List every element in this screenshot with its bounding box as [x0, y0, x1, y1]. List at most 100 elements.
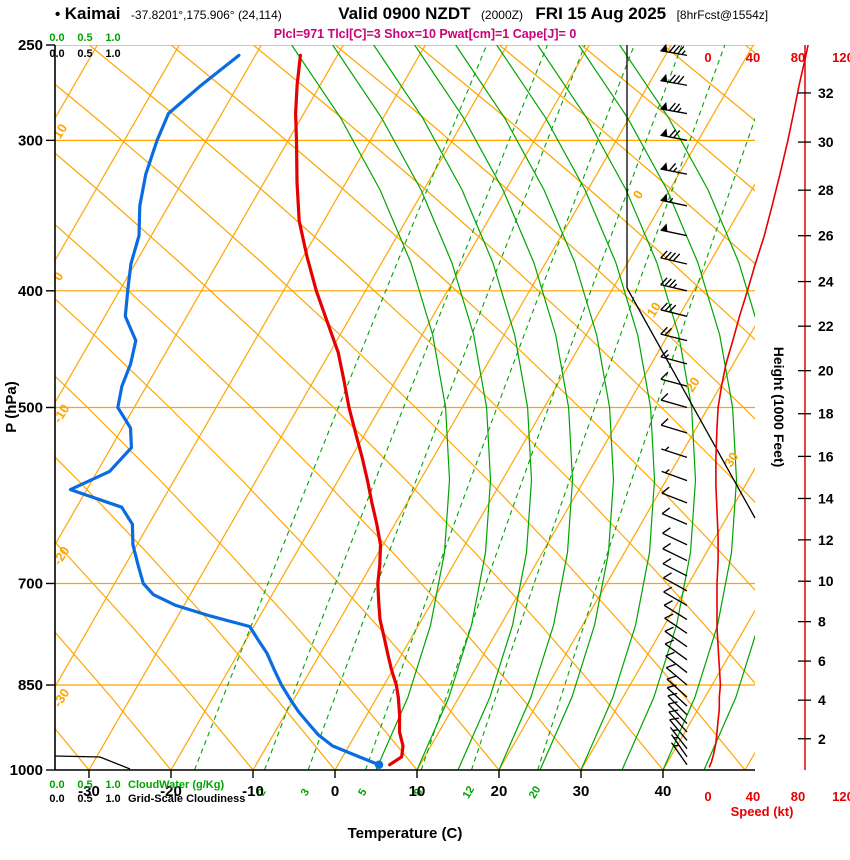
svg-text:20: 20: [682, 374, 702, 394]
svg-text:10: 10: [50, 121, 70, 141]
svg-text:12: 12: [818, 532, 834, 548]
moist-adiabat-lines: [291, 45, 755, 770]
isotherm-labels: 10 0 -10 -20 -30 0 10 20 30: [50, 121, 742, 710]
svg-text:5: 5: [356, 787, 369, 798]
svg-text:20: 20: [818, 363, 834, 379]
profiles: [68, 53, 405, 769]
temperature-tick-labels: -30 -20 -10 0 10 20 30 40: [78, 770, 671, 800]
dewpoint-curve: [68, 53, 381, 767]
svg-text:2: 2: [255, 787, 268, 798]
svg-text:0.5: 0.5: [77, 779, 92, 791]
svg-text:20: 20: [491, 783, 508, 800]
svg-text:400: 400: [18, 283, 43, 300]
pressure-tick-labels: 250 300 400 500 700 850 1000: [10, 37, 55, 779]
valid-date: FRI 15 Aug 2025: [535, 4, 667, 23]
svg-text:40: 40: [746, 789, 760, 804]
temperature-curve: [294, 53, 405, 767]
wind-speed-curve: [708, 44, 809, 768]
svg-text:300: 300: [18, 132, 43, 149]
mixing-ratio-labels: 2 3 5 8 12 20: [255, 784, 543, 801]
isotherm-lines: [55, 45, 755, 770]
svg-text:0: 0: [331, 783, 339, 800]
wind-barbs: [660, 43, 688, 766]
speed-tick-labels: 0 0 40 40 80 80 120 120: [704, 50, 850, 804]
svg-text:4: 4: [818, 692, 826, 708]
svg-text:2: 2: [818, 731, 826, 747]
station-bullet: •: [55, 6, 61, 23]
temperature-axis-title: Temperature (C): [348, 825, 463, 842]
speed-axis-title: Speed (kt): [731, 804, 794, 819]
svg-text:-10: -10: [50, 402, 73, 426]
valid-time-z: (2000Z): [480, 8, 523, 22]
mixing-ratio-lines: [193, 45, 755, 770]
svg-text:0.5: 0.5: [77, 48, 92, 60]
svg-text:28: 28: [818, 182, 834, 198]
cloud-scales: 0.0 0.0 0.0 0.0 0.5 0.5 0.5 0.5 1.0 1.0 1.0 1.0 Clou…: [49, 32, 245, 805]
svg-text:-30: -30: [78, 783, 100, 800]
svg-text:10: 10: [409, 783, 426, 800]
svg-text:-20: -20: [160, 783, 182, 800]
svg-text:0: 0: [630, 188, 647, 202]
svg-text:8: 8: [818, 614, 826, 630]
svg-text:30: 30: [573, 783, 590, 800]
forecast-tag: [8hrFcst@1554z]: [676, 8, 769, 22]
station-coords: -37.8201°,175.906° (24,114): [130, 8, 282, 22]
svg-text:0.0: 0.0: [49, 793, 64, 805]
svg-text:10: 10: [644, 299, 664, 319]
svg-text:30: 30: [721, 449, 741, 469]
cloudiness-label: Grid-Scale Cloudiness: [128, 793, 245, 805]
svg-text:120: 120: [832, 50, 850, 65]
surface-dewpoint-dot: [374, 760, 384, 769]
svg-text:1.0: 1.0: [105, 779, 120, 791]
svg-text:0.0: 0.0: [49, 32, 64, 44]
svg-text:500: 500: [18, 400, 43, 417]
svg-text:16: 16: [818, 448, 834, 464]
svg-text:0.5: 0.5: [77, 793, 92, 805]
svg-text:32: 32: [818, 85, 834, 101]
svg-text:40: 40: [746, 50, 760, 65]
svg-text:24: 24: [818, 274, 834, 290]
svg-text:-20: -20: [50, 544, 73, 568]
svg-text:22: 22: [818, 318, 834, 334]
svg-text:10: 10: [818, 573, 834, 589]
svg-text:850: 850: [18, 677, 43, 694]
height-axis-title: Height (1000 Feet): [771, 347, 787, 468]
svg-text:0.5: 0.5: [77, 32, 92, 44]
svg-text:14: 14: [818, 490, 834, 506]
svg-text:3: 3: [299, 787, 312, 798]
svg-text:1.0: 1.0: [105, 793, 120, 805]
svg-text:1.0: 1.0: [105, 32, 120, 44]
svg-text:18: 18: [818, 406, 834, 422]
svg-text:0.0: 0.0: [49, 779, 64, 791]
svg-text:0: 0: [704, 50, 711, 65]
svg-text:0: 0: [704, 789, 711, 804]
svg-text:250: 250: [18, 37, 43, 54]
svg-text:80: 80: [791, 50, 805, 65]
isobar-lines: [55, 45, 755, 770]
cloudwater-label: CloudWater (g/Kg): [128, 779, 224, 791]
svg-text:120: 120: [832, 789, 850, 804]
svg-text:12: 12: [461, 784, 478, 801]
svg-text:40: 40: [655, 783, 672, 800]
dry-adiabat-lines: [55, 45, 755, 770]
grid-lines: [55, 45, 755, 770]
svg-text:80: 80: [791, 789, 805, 804]
svg-text:1.0: 1.0: [105, 48, 120, 60]
svg-text:1000: 1000: [10, 762, 43, 779]
svg-text:20: 20: [527, 784, 544, 801]
svg-text:26: 26: [818, 228, 834, 244]
station-name: Kaimai: [64, 4, 121, 23]
svg-text:30: 30: [818, 134, 834, 150]
valid-time: Valid 0900 NZDT: [338, 4, 471, 23]
svg-text:0.0: 0.0: [49, 48, 64, 60]
svg-text:6: 6: [818, 653, 826, 669]
stability-indices: Plcl=971 Tlcl[C]=3 Shox=10 Pwat[cm]=1 Ca…: [273, 27, 577, 41]
svg-text:-30: -30: [50, 686, 73, 710]
svg-text:-10: -10: [242, 783, 264, 800]
svg-text:8: 8: [412, 787, 425, 798]
svg-text:0: 0: [50, 269, 67, 283]
